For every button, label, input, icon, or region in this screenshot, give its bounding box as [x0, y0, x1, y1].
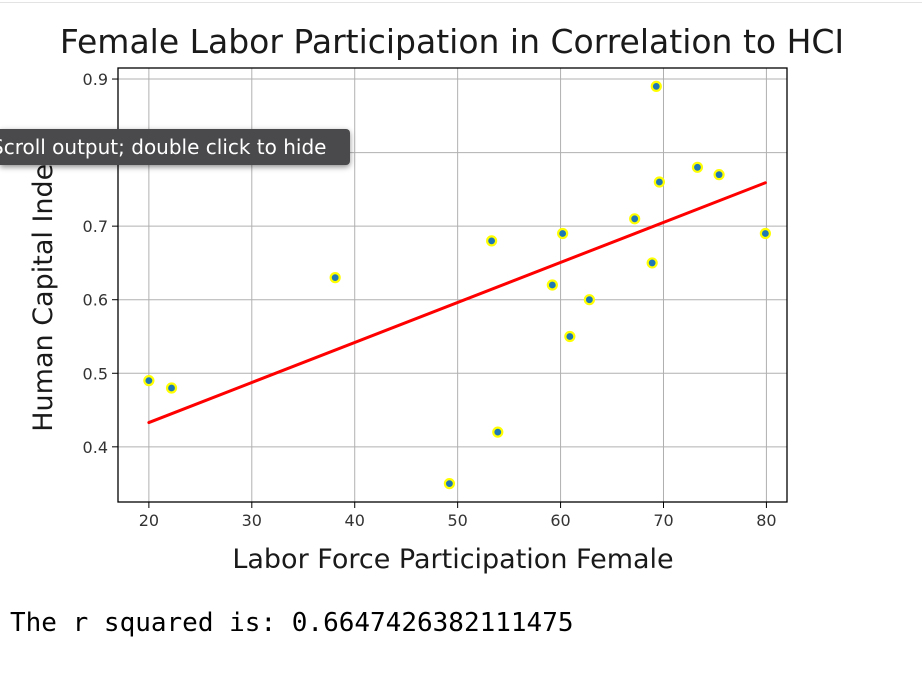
data-points	[143, 80, 771, 490]
x-tick-label: 60	[550, 511, 570, 530]
chart-title: Female Labor Participation in Correlatio…	[59, 22, 845, 61]
data-point	[629, 213, 641, 225]
y-axis-label: Human Capital Index	[28, 148, 59, 432]
y-tick-label: 0.5	[83, 364, 108, 383]
data-point	[653, 176, 665, 188]
data-point	[165, 382, 178, 394]
y-tick-label: 0.6	[83, 291, 108, 310]
data-point	[557, 227, 569, 240]
data-point	[759, 227, 771, 240]
data-point	[564, 330, 576, 343]
scroll-output-tooltip[interactable]: Scroll output; double click to hide	[0, 129, 350, 165]
data-point	[546, 279, 558, 291]
regression-line-group	[147, 181, 767, 425]
data-point	[650, 80, 662, 92]
tooltip-text: Scroll output; double click to hide	[0, 135, 327, 159]
x-axis-label: Labor Force Participation Female	[232, 544, 673, 575]
data-point	[486, 235, 498, 247]
x-tick-label: 40	[345, 511, 365, 530]
x-tick-label: 70	[653, 511, 673, 530]
y-tick-label: 0.7	[83, 217, 108, 236]
regression-line	[147, 181, 767, 425]
plot-frame	[117, 67, 788, 503]
data-point	[713, 169, 725, 181]
data-point	[691, 161, 704, 173]
data-point	[583, 294, 595, 306]
x-tick-label: 50	[447, 511, 467, 530]
data-point	[329, 272, 341, 284]
y-tick-label: 0.4	[83, 438, 108, 457]
data-point	[492, 426, 504, 438]
y-tick-label: 0.9	[83, 70, 108, 89]
x-tick-label: 20	[139, 511, 159, 530]
x-tick-label: 30	[242, 511, 262, 530]
x-tick-label: 80	[756, 511, 776, 530]
data-point	[143, 375, 155, 387]
cell-divider	[0, 2, 922, 3]
data-point	[646, 257, 658, 269]
data-point	[443, 478, 456, 490]
r-squared-output: The r squared is: 0.6647426382111475	[10, 608, 574, 638]
